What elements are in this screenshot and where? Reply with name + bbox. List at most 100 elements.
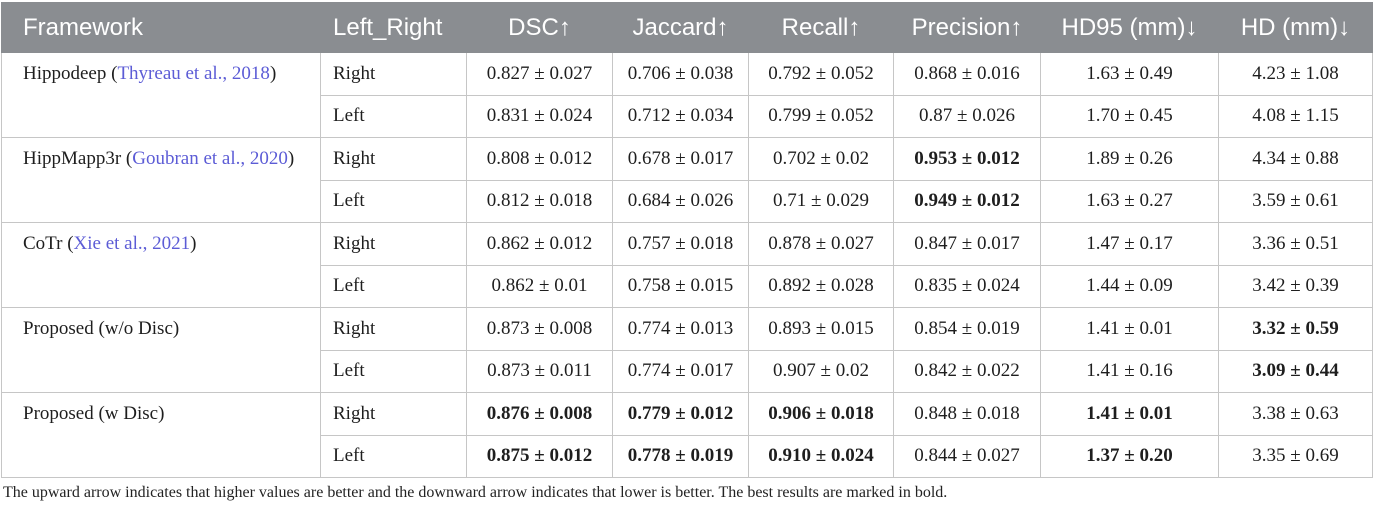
cell-hd95: 1.44 ± 0.09 (1040, 264, 1219, 308)
cell-dsc: 0.831 ± 0.024 (466, 94, 613, 138)
cell-hd95: 1.41 ± 0.01 (1040, 392, 1219, 436)
cell-hd: 3.42 ± 0.39 (1218, 264, 1373, 308)
framework-cell: Proposed (w/o Disc) (1, 307, 321, 393)
cell-precision: 0.848 ± 0.018 (893, 392, 1041, 436)
table-row: Hippodeep (Thyreau et al., 2018) Right 0… (1, 52, 1373, 138)
framework-cell: HippMapp3r (Goubran et al., 2020) (1, 137, 321, 223)
cell-hd95: 1.70 ± 0.45 (1040, 94, 1219, 138)
cell-recall: 0.792 ± 0.052 (748, 52, 894, 96)
cell-hd: 3.59 ± 0.61 (1218, 179, 1373, 223)
cell-recall: 0.892 ± 0.028 (748, 264, 894, 308)
framework-name: CoTr ( (23, 233, 74, 254)
cell-jaccard: 0.778 ± 0.019 (612, 434, 749, 478)
cell-hd95: 1.47 ± 0.17 (1040, 222, 1219, 266)
cell-hd: 3.32 ± 0.59 (1218, 307, 1373, 351)
cell-dsc: 0.812 ± 0.018 (466, 179, 613, 223)
cell-dsc: 0.808 ± 0.012 (466, 137, 613, 181)
table-row: Left 0.873 ± 0.011 0.774 ± 0.017 0.907 ±… (2, 349, 1373, 393)
cell-hd: 4.34 ± 0.88 (1218, 137, 1373, 181)
side-cell: Left (320, 179, 467, 223)
header-framework: Framework (1, 2, 321, 53)
cell-hd: 3.38 ± 0.63 (1218, 392, 1373, 436)
cell-precision: 0.854 ± 0.019 (893, 307, 1041, 351)
cell-recall: 0.71 ± 0.029 (748, 179, 894, 223)
framework-name: Proposed (w Disc) (23, 403, 165, 424)
cell-jaccard: 0.712 ± 0.034 (612, 94, 749, 138)
framework-name-suffix: ) (269, 63, 277, 84)
cell-precision: 0.87 ± 0.026 (893, 94, 1041, 138)
header-jaccard: Jaccard↑ (612, 2, 749, 53)
cell-jaccard: 0.779 ± 0.012 (612, 392, 749, 436)
framework-name-suffix: ) (287, 148, 295, 169)
table-footnote: The upward arrow indicates that higher v… (3, 484, 948, 501)
cell-dsc: 0.862 ± 0.01 (466, 264, 613, 308)
cell-precision: 0.949 ± 0.012 (893, 179, 1041, 223)
cell-hd: 3.09 ± 0.44 (1218, 349, 1373, 393)
table-row: Proposed (w/o Disc) Right 0.873 ± 0.008 … (1, 307, 1373, 393)
cell-recall: 0.799 ± 0.052 (748, 94, 894, 138)
side-cell: Right (320, 222, 467, 266)
side-cell: Left (320, 349, 467, 393)
cell-precision: 0.844 ± 0.027 (893, 434, 1041, 478)
side-cell: Right (320, 307, 467, 351)
cell-recall: 0.878 ± 0.027 (748, 222, 894, 266)
table-row: Left 0.812 ± 0.018 0.684 ± 0.026 0.71 ± … (2, 179, 1373, 223)
cell-precision: 0.868 ± 0.016 (893, 52, 1041, 96)
cell-hd95: 1.41 ± 0.01 (1040, 307, 1219, 351)
cell-recall: 0.906 ± 0.018 (748, 392, 894, 436)
table-row: Left 0.875 ± 0.012 0.778 ± 0.019 0.910 ±… (2, 434, 1373, 478)
cell-jaccard: 0.774 ± 0.013 (612, 307, 749, 351)
cell-hd95: 1.89 ± 0.26 (1040, 137, 1219, 181)
framework-cell: Proposed (w Disc) (1, 392, 321, 478)
cell-jaccard: 0.758 ± 0.015 (612, 264, 749, 308)
cell-precision: 0.835 ± 0.024 (893, 264, 1041, 308)
cell-recall: 0.893 ± 0.015 (748, 307, 894, 351)
cell-jaccard: 0.684 ± 0.026 (612, 179, 749, 223)
header-recall: Recall↑ (748, 2, 894, 53)
table-row: Proposed (w Disc) Right 0.876 ± 0.008 0.… (1, 392, 1373, 478)
cell-hd: 4.23 ± 1.08 (1218, 52, 1373, 96)
cell-hd95: 1.63 ± 0.27 (1040, 179, 1219, 223)
cell-jaccard: 0.706 ± 0.038 (612, 52, 749, 96)
citation-link[interactable]: Goubran et al., 2020 (132, 148, 288, 169)
cell-dsc: 0.873 ± 0.011 (466, 349, 613, 393)
cell-recall: 0.702 ± 0.02 (748, 137, 894, 181)
side-cell: Left (320, 264, 467, 308)
side-cell: Left (320, 434, 467, 478)
table-row: CoTr (Xie et al., 2021) Right 0.862 ± 0.… (1, 222, 1373, 308)
cell-dsc: 0.827 ± 0.027 (466, 52, 613, 96)
table-row: Left 0.862 ± 0.01 0.758 ± 0.015 0.892 ± … (2, 264, 1373, 308)
cell-recall: 0.910 ± 0.024 (748, 434, 894, 478)
cell-dsc: 0.876 ± 0.008 (466, 392, 613, 436)
framework-cell: CoTr (Xie et al., 2021) (1, 222, 321, 308)
side-cell: Right (320, 392, 467, 436)
framework-name: HippMapp3r ( (23, 148, 133, 169)
cell-hd95: 1.63 ± 0.49 (1040, 52, 1219, 96)
table-row: Left 0.831 ± 0.024 0.712 ± 0.034 0.799 ±… (2, 94, 1373, 138)
cell-recall: 0.907 ± 0.02 (748, 349, 894, 393)
header-dsc: DSC↑ (466, 2, 613, 53)
header-precision: Precision↑ (893, 2, 1041, 53)
side-cell: Right (320, 137, 467, 181)
header-hd95: HD95 (mm)↓ (1040, 2, 1219, 53)
header-hd: HD (mm)↓ (1218, 2, 1373, 53)
side-cell: Right (320, 52, 467, 96)
header-row: Framework Left_Right DSC↑ Jaccard↑ Recal… (1, 2, 1373, 53)
header-left-right: Left_Right (320, 2, 467, 53)
framework-name: Hippodeep ( (23, 63, 118, 84)
framework-name-suffix: ) (190, 233, 197, 254)
framework-name: Proposed (w/o Disc) (23, 318, 180, 339)
cell-hd: 4.08 ± 1.15 (1218, 94, 1373, 138)
citation-link[interactable]: Xie et al., 2021 (73, 233, 191, 254)
cell-hd: 3.35 ± 0.69 (1218, 434, 1373, 478)
cell-dsc: 0.875 ± 0.012 (466, 434, 613, 478)
cell-precision: 0.842 ± 0.022 (893, 349, 1041, 393)
cell-hd95: 1.41 ± 0.16 (1040, 349, 1219, 393)
cell-hd: 3.36 ± 0.51 (1218, 222, 1373, 266)
cell-precision: 0.953 ± 0.012 (893, 137, 1041, 181)
side-cell: Left (320, 94, 467, 138)
cell-jaccard: 0.678 ± 0.017 (612, 137, 749, 181)
citation-link[interactable]: Thyreau et al., 2018 (117, 63, 270, 84)
cell-precision: 0.847 ± 0.017 (893, 222, 1041, 266)
